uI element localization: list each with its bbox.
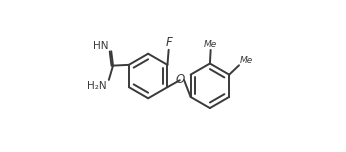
Text: O: O: [176, 73, 185, 86]
Text: HN: HN: [93, 41, 109, 51]
Text: F: F: [166, 36, 172, 49]
Text: Me: Me: [204, 40, 217, 49]
Text: H₂N: H₂N: [88, 81, 107, 91]
Text: Me: Me: [239, 56, 253, 65]
